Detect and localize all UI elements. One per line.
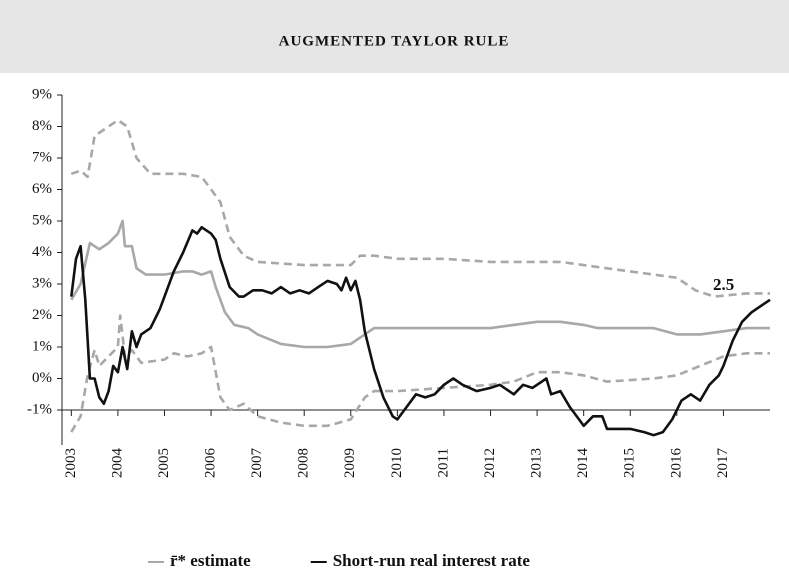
x-tick-label: 2017: [715, 448, 731, 479]
y-tick-label: 4%: [32, 244, 52, 260]
y-tick-label: 0%: [32, 370, 52, 386]
y-tick-label: 9%: [32, 86, 52, 102]
x-tick-label: 2013: [529, 448, 545, 478]
chart-title: AUGMENTED TAYLOR RULE: [279, 33, 510, 49]
y-tick-label: -1%: [27, 401, 52, 417]
y-tick-label: 2%: [32, 307, 52, 323]
x-tick-label: 2008: [296, 448, 312, 478]
x-tick-label: 2014: [575, 448, 591, 479]
annotation: 2.5: [713, 275, 734, 294]
x-tick-label: 2016: [668, 448, 684, 479]
series-line: [70, 219, 770, 349]
band-line: [70, 118, 770, 298]
legend-label: Short-run real interest rate: [333, 551, 531, 570]
y-tick-label: 7%: [32, 149, 52, 165]
x-tick-label: 2009: [342, 448, 358, 478]
y-tick-label: 3%: [32, 275, 52, 291]
x-tick-label: 2006: [202, 448, 218, 479]
x-tick-label: 2011: [435, 448, 451, 477]
x-tick-label: 2004: [109, 448, 125, 479]
y-tick-label: 5%: [32, 212, 52, 228]
x-tick-label: 2005: [156, 448, 172, 478]
x-tick-label: 2015: [622, 448, 638, 478]
y-tick-label: 1%: [32, 338, 52, 354]
y-tick-label: 8%: [32, 118, 52, 134]
x-tick-label: 2007: [249, 448, 265, 479]
y-tick-label: 6%: [32, 181, 52, 197]
x-tick-label: 2010: [389, 448, 405, 478]
x-tick-label: 2012: [482, 448, 498, 478]
series-line: [70, 226, 771, 437]
x-tick-label: 2003: [63, 448, 79, 478]
legend-label: r̄* estimate: [170, 551, 251, 570]
header-band: [0, 0, 789, 73]
band-line: [70, 314, 770, 433]
